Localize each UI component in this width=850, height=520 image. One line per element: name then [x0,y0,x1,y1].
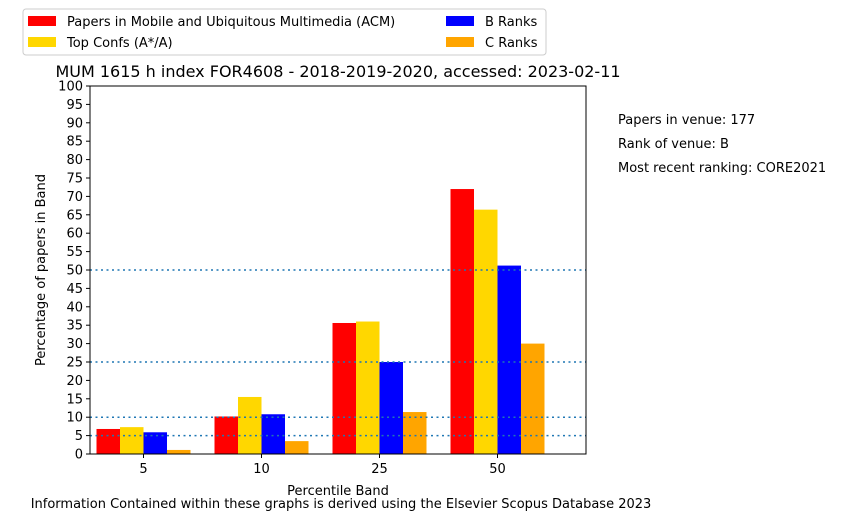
y-tick-label: 40 [66,300,83,315]
legend: Papers in Mobile and Ubiquitous Multimed… [22,8,547,56]
y-tick-label: 75 [66,172,83,187]
plot-area: 0 5 10 15 20 25 30 35 40 45 50 55 60 65 70 75 80 85 90 95 10… [58,80,587,477]
x-tick-label: 25 [371,462,388,477]
bar-series-4-band-10 [285,441,309,454]
bar-series-3-band-10 [261,414,285,454]
y-tick-label: 70 [66,190,83,205]
rank-of-venue-note: Rank of venue: B [618,137,729,152]
papers-in-venue-note: Papers in venue: 177 [618,113,755,128]
y-tick-label: 35 [66,319,83,334]
legend-label-4: C Ranks [485,36,538,51]
legend-swatch-2 [28,37,56,47]
x-tick-label: 5 [139,462,147,477]
y-tick-label: 10 [66,411,83,426]
y-tick-label: 5 [75,429,83,444]
y-tick-label: 20 [66,374,83,389]
y-tick-label: 45 [66,282,83,297]
bar-series-1-band-5 [96,428,120,454]
x-tick-label: 10 [253,462,270,477]
legend-swatch-1 [28,16,56,26]
legend-label-1: Papers in Mobile and Ubiquitous Multimed… [67,15,395,30]
bar-series-3-band-5 [143,432,167,454]
bar-series-2-band-25 [356,321,380,454]
bar-series-4-band-50 [521,343,545,454]
bar-series-3-band-25 [379,362,403,454]
y-tick-label: 15 [66,392,83,407]
bar-series-1-band-50 [450,189,474,455]
y-tick-label: 30 [66,337,83,352]
bar-series-2-band-50 [474,209,498,454]
legend-label-3: B Ranks [485,15,538,30]
y-tick-label: 0 [75,448,83,463]
bar-series-1-band-25 [332,322,356,454]
y-tick-label: 55 [66,245,83,260]
bar-series-4-band-25 [403,412,427,454]
legend-label-2: Top Confs (A*/A) [66,36,173,51]
y-tick-label: 65 [66,208,83,223]
chart-title: MUM 1615 h index FOR4608 - 2018-2019-202… [55,62,620,81]
bar-series-2-band-5 [120,427,144,454]
bar-series-3-band-50 [497,265,521,454]
legend-frame [22,8,547,56]
y-tick-label: 60 [66,227,83,242]
most-recent-ranking-note: Most recent ranking: CORE2021 [618,161,826,176]
y-tick-label: 95 [66,98,83,113]
legend-swatch-3 [446,16,474,26]
x-tick-label: 50 [489,462,506,477]
x-axis-label: Percentile Band [287,484,389,499]
y-tick-label: 50 [66,264,83,279]
legend-swatch-4 [446,37,474,47]
bar-series-2-band-10 [238,396,262,454]
y-axis-label: Percentage of papers in Band [34,174,49,366]
footer-note: Information Contained within these graph… [31,497,652,512]
y-tick-label: 85 [66,135,83,150]
y-tick-label: 25 [66,356,83,371]
plot-border [89,85,587,455]
y-tick-label: 80 [66,153,83,168]
y-tick-label: 90 [66,116,83,131]
bar-series-1-band-10 [214,416,238,454]
bar-series-4-band-5 [167,449,191,454]
y-tick-label: 100 [58,80,83,95]
